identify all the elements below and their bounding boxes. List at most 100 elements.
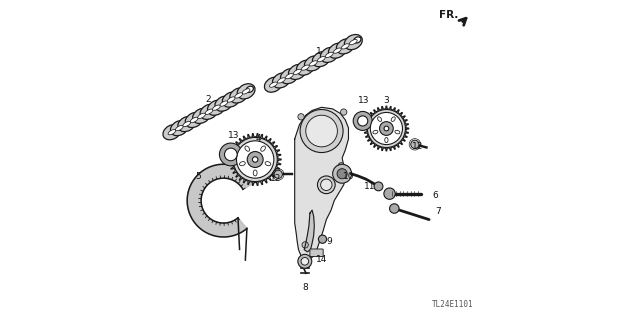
Polygon shape [229,134,281,185]
Text: 11: 11 [364,182,376,191]
Ellipse shape [163,124,181,140]
FancyBboxPatch shape [310,249,323,256]
Circle shape [367,109,405,147]
Ellipse shape [337,39,355,54]
Polygon shape [294,107,348,259]
Ellipse shape [305,56,323,71]
Circle shape [340,109,347,115]
Circle shape [333,164,351,183]
Ellipse shape [264,77,282,92]
Ellipse shape [227,97,235,102]
Text: 10: 10 [343,172,355,182]
Circle shape [252,157,258,162]
Circle shape [220,143,242,166]
Circle shape [321,179,332,190]
Ellipse shape [285,73,293,79]
Circle shape [274,170,282,178]
Ellipse shape [190,117,198,122]
Text: 8: 8 [302,283,308,292]
Circle shape [337,169,347,179]
Ellipse shape [342,44,349,49]
Text: 3: 3 [383,97,389,106]
Ellipse shape [220,101,228,106]
Ellipse shape [205,109,213,115]
Ellipse shape [246,86,253,93]
Ellipse shape [212,105,220,110]
Ellipse shape [296,60,314,75]
Circle shape [301,257,308,265]
Text: 13: 13 [228,131,240,140]
Circle shape [306,115,337,147]
Text: 12: 12 [412,142,424,151]
Ellipse shape [310,61,317,66]
Text: 5: 5 [195,172,201,182]
Circle shape [380,122,393,135]
Ellipse shape [193,108,211,123]
Text: 14: 14 [316,255,327,263]
Ellipse shape [235,93,243,98]
Circle shape [358,116,368,126]
Text: 9: 9 [326,237,332,246]
Ellipse shape [378,117,381,122]
Text: 6: 6 [433,191,438,200]
Circle shape [319,235,326,243]
Ellipse shape [207,100,225,115]
Ellipse shape [239,162,245,166]
Ellipse shape [317,56,325,62]
Text: 13: 13 [358,97,369,106]
Circle shape [237,141,274,178]
Circle shape [300,109,343,152]
Ellipse shape [328,43,346,58]
Ellipse shape [395,130,400,134]
Ellipse shape [321,47,339,63]
Ellipse shape [178,116,196,132]
Circle shape [411,140,419,148]
Ellipse shape [242,89,250,94]
Text: 12: 12 [270,174,282,183]
Ellipse shape [222,92,240,107]
Ellipse shape [185,112,203,128]
Ellipse shape [301,65,309,70]
Ellipse shape [230,88,248,103]
Text: 4: 4 [255,134,261,144]
Ellipse shape [200,104,218,119]
Ellipse shape [391,117,396,122]
Ellipse shape [253,170,257,176]
Ellipse shape [183,121,191,127]
Ellipse shape [168,130,176,135]
Circle shape [302,242,308,248]
Circle shape [317,176,335,194]
Ellipse shape [326,52,333,57]
Circle shape [338,163,344,169]
Text: TL24E1101: TL24E1101 [432,300,474,309]
Ellipse shape [349,40,357,45]
Circle shape [225,148,237,161]
Ellipse shape [265,162,271,166]
Circle shape [298,114,304,120]
Ellipse shape [198,113,205,118]
Ellipse shape [278,78,285,83]
Circle shape [353,111,372,130]
Ellipse shape [175,125,183,131]
Ellipse shape [215,96,233,111]
Polygon shape [304,210,314,252]
Circle shape [298,254,312,268]
Ellipse shape [237,84,255,99]
Text: 7: 7 [436,207,442,216]
Ellipse shape [269,82,277,87]
Circle shape [374,182,383,191]
Ellipse shape [385,137,388,143]
Ellipse shape [170,121,188,136]
Ellipse shape [354,37,361,43]
Circle shape [384,126,388,131]
Text: 2: 2 [205,95,211,104]
Text: FR.: FR. [439,10,458,20]
Text: 1: 1 [316,48,321,56]
Ellipse shape [280,69,298,84]
Ellipse shape [333,48,341,53]
Ellipse shape [373,130,378,134]
Ellipse shape [245,146,250,151]
Circle shape [233,137,277,182]
Circle shape [371,112,403,145]
Ellipse shape [260,146,266,151]
